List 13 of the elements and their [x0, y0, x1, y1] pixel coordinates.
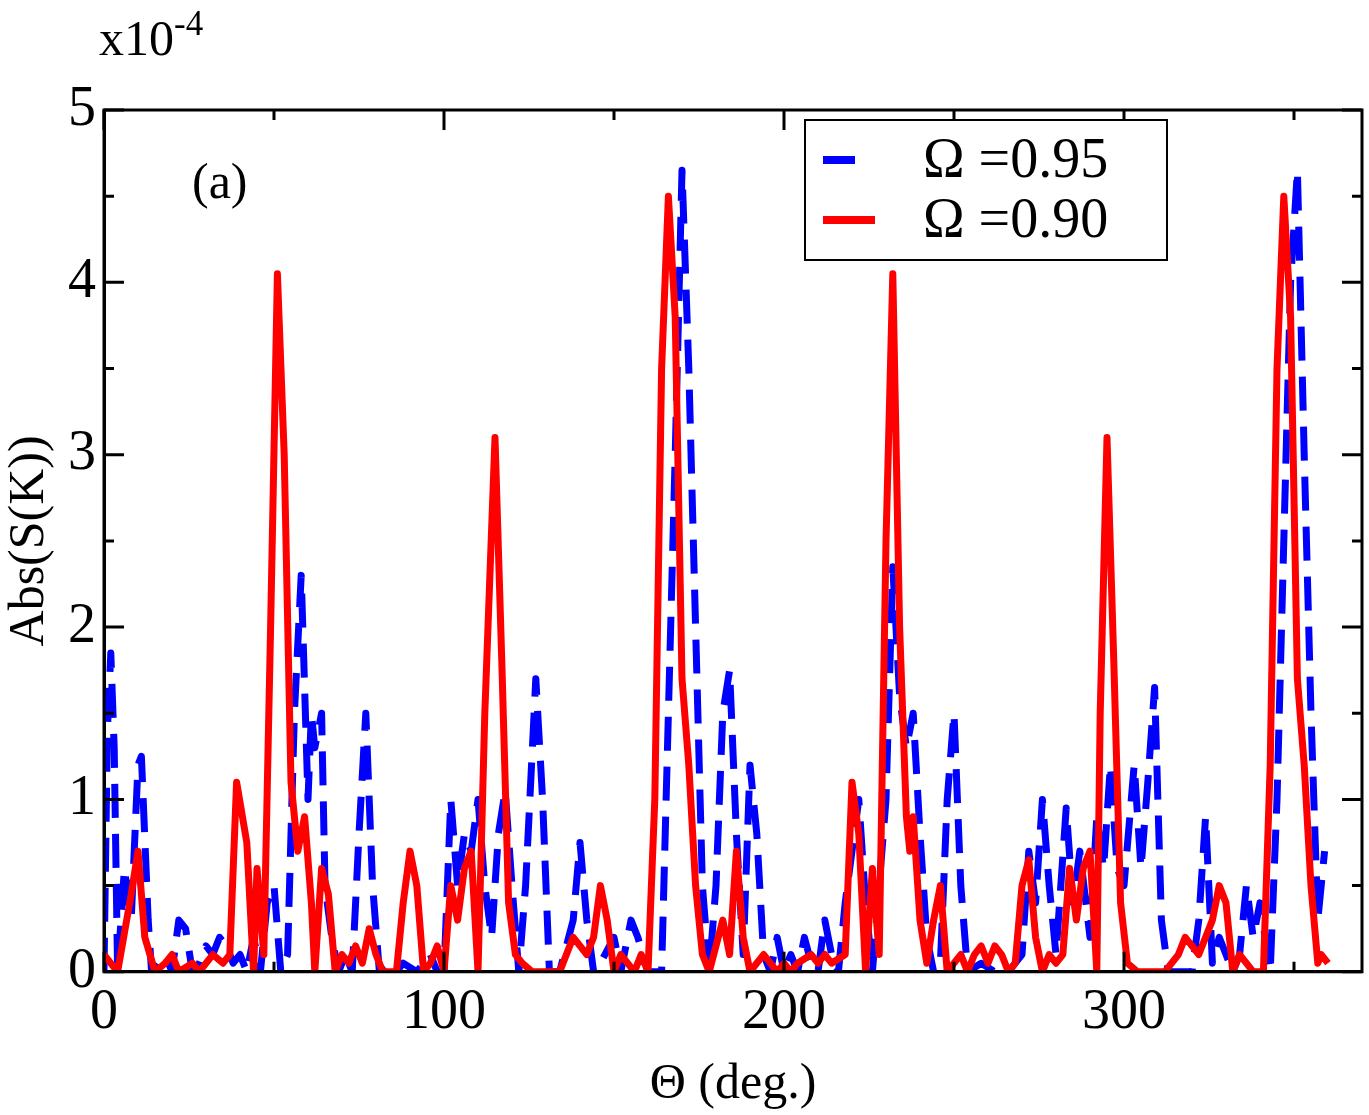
x-tick-label: 200: [742, 978, 826, 1041]
y-tick-label: 3: [68, 419, 96, 482]
y-tick-label: 4: [68, 247, 96, 310]
y-tick-label: 2: [68, 591, 96, 654]
y-axis-title: Abs(S(K)): [0, 435, 55, 647]
y-tick-label: 5: [68, 74, 96, 137]
y-tick-label: 1: [68, 764, 96, 827]
x-tick-label: 100: [402, 978, 486, 1041]
legend-label: Ω =0.90: [923, 186, 1109, 249]
annotation: (a): [192, 153, 248, 209]
x-axis-title: Θ (deg.): [649, 1053, 817, 1110]
x-tick-label: 300: [1082, 978, 1166, 1041]
legend-label: Ω =0.95: [923, 126, 1109, 189]
